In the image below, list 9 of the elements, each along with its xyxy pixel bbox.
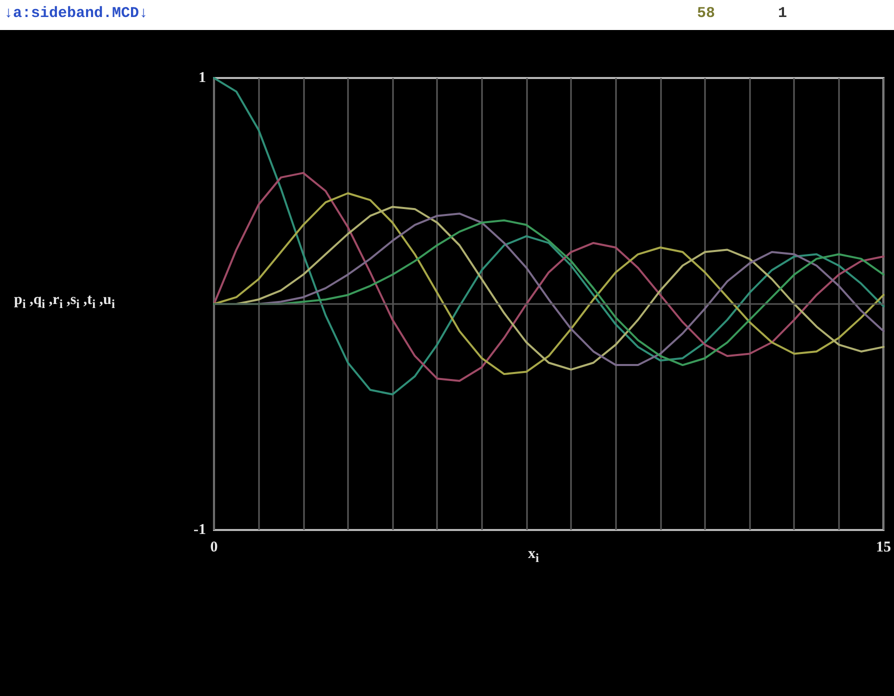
text: 1 xyxy=(778,5,788,22)
line-series xyxy=(213,77,884,396)
text: ↓a:sideband.MCD↓ xyxy=(4,5,148,22)
x-tick-label: 15 xyxy=(876,540,891,556)
y-tick-label: -1 xyxy=(194,522,206,538)
x-axis-title: x$_{i}$ xyxy=(528,546,539,566)
text: p$_{i}$ ,q$_{i}$ ,r$_{i}$ ,s$_{i}$ ,t$_{i}$ ,u$_{i}$ xyxy=(14,292,115,311)
x-tick-label: 0 xyxy=(210,540,218,556)
text: 58 xyxy=(697,5,716,22)
